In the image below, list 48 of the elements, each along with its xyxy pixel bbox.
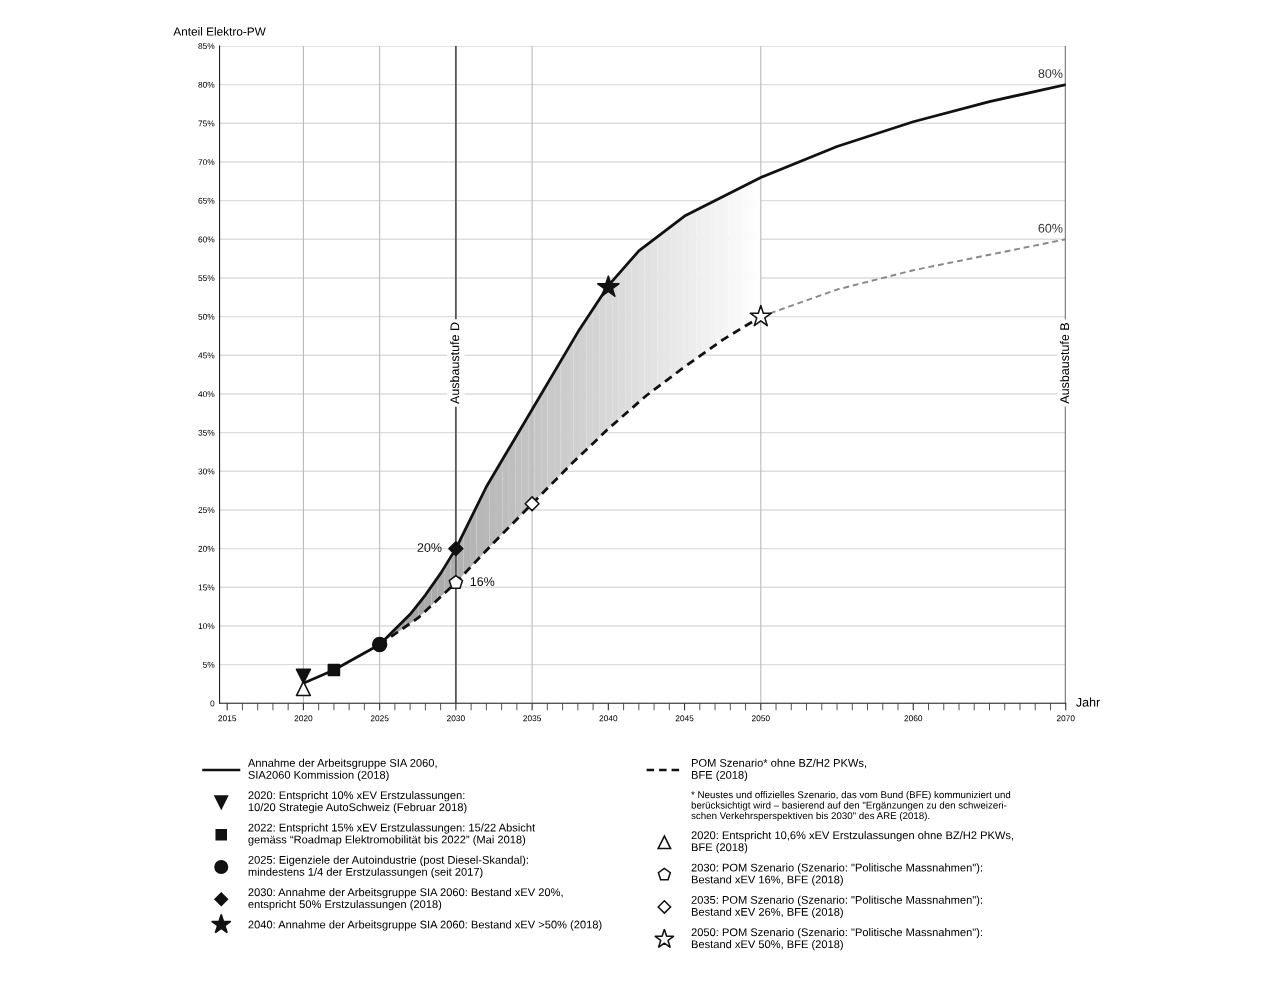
data-label: 16% [470, 577, 495, 587]
y-tick-label: 70% [198, 159, 215, 166]
legend-label: 2030: POM Szenario (Szenario: "Politische Massnahmen"): Bestand xEV 16%, BFE (2018) [691, 863, 982, 886]
y-tick-label: 5% [202, 661, 215, 668]
legend-label: 2040: Annahme der Arbeitsgruppe SIA 2060: Bestand xEV >50% (2018) [248, 920, 602, 931]
y-tick-label: 10% [198, 623, 215, 630]
x-tick-label: 2025 [370, 715, 389, 722]
data-label: 80% [1038, 69, 1063, 78]
y-tick-label: 60% [198, 236, 215, 243]
legend-label: 2020: Entspricht 10% xEV Erstzulassungen: 10/20 Strategie AutoSchweiz (Februar 2018) [248, 791, 467, 814]
legend-label: POM Szenario* ohne BZ/H2 PKWs, BFE (2018) [691, 758, 867, 782]
ref-line-label: Ausbaustufe D [450, 322, 460, 404]
y-tick-label: 75% [198, 120, 215, 127]
y-tick-label: 0 [210, 700, 215, 707]
y-tick-label: 50% [198, 313, 215, 320]
legend-label: Annahme der Arbeitsgruppe SIA 2060, SIA2060 Kommission (2018) [247, 758, 437, 782]
y-tick-label: 15% [198, 584, 215, 591]
y-tick-label: 25% [198, 507, 215, 514]
y-axis-title: Anteil Elektro-PW [173, 27, 266, 36]
data-label: 20% [417, 543, 442, 552]
legend-label: 2020: Entspricht 10,6% xEV Erstzulassungen ohne BZ/H2 PKWs, BFE (2018) [691, 831, 1014, 854]
x-tick-label: 2030 [447, 715, 465, 722]
x-tick-label: 2045 [675, 715, 694, 722]
x-tick-label: 2035 [523, 715, 542, 722]
x-axis-title: Jahr [1076, 697, 1100, 707]
legend-label: 2035: POM Szenario (Szenario: "Politische Massnahmen"): Bestand xEV 26%, BFE (2018) [691, 895, 982, 918]
y-tick-label: 20% [198, 545, 215, 552]
y-tick-label: 80% [198, 81, 215, 88]
y-tick-label: 65% [198, 197, 215, 204]
legend-label: 2050: POM Szenario (Szenario: "Politische Massnahmen"): Bestand xEV 50%, BFE (2018) [691, 928, 982, 951]
x-tick-label: 2015 [218, 715, 237, 722]
y-tick-label: 40% [198, 391, 215, 398]
data-label: 60% [1038, 223, 1063, 233]
text: * Neustes und offizielles Szenario, das vom Bund (BFE) kommuniziert und berücksichtigt wird – basierend auf den "Ergänzungen zu den schweizeri- schen Verkehrsperspektiven bis 2030" des ARE (2018). [691, 791, 1011, 822]
x-tick-label: 2070 [1056, 715, 1075, 722]
y-tick-label: 55% [198, 275, 215, 282]
legend-label: 2030: Annahme der Arbeitsgruppe SIA 2060: Bestand xEV 20%, entspricht 50% Erstzulassungen (2018) [248, 887, 563, 911]
y-tick-label: 30% [198, 468, 215, 475]
y-tick-label: 35% [198, 429, 215, 436]
x-tick-label: 2040 [599, 715, 618, 722]
legend-label: 2022: Entspricht 15% xEV Erstzulassungen: 15/22 Absicht gemäss “Roadmap Elektromobilität bis 2022” (Mai 2018) [248, 823, 536, 846]
ref-line-label: Ausbaustufe B [1059, 323, 1070, 404]
y-tick-label: 45% [198, 352, 215, 359]
x-tick-label: 2020 [294, 715, 313, 722]
y-tick-label: 85% [198, 43, 215, 50]
legend-label: 2025: Eigenziele der Autoindustrie (post Diesel-Skandal): mindestens 1/4 der Erstzulassungen (seit 2017) [248, 855, 528, 878]
x-tick-label: 2060 [904, 715, 923, 722]
x-tick-label: 2050 [751, 715, 770, 722]
